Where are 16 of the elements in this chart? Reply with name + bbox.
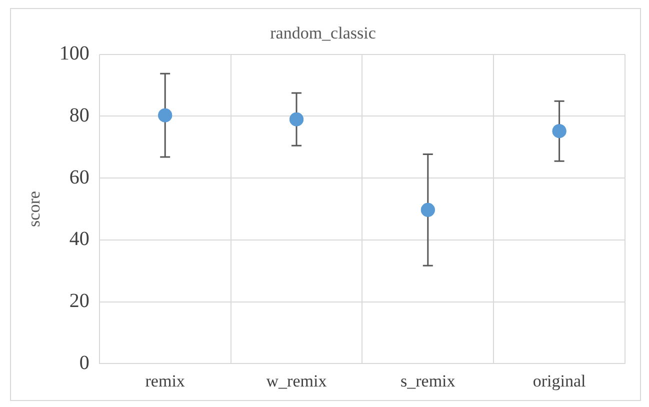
y-tick-label: 0	[79, 352, 90, 374]
x-tick-label: remix	[145, 371, 186, 390]
x-tick-label: w_remix	[266, 371, 328, 390]
point	[552, 124, 566, 138]
chart-title: random_classic	[270, 24, 376, 43]
y-axis-title: score	[24, 191, 44, 227]
point	[290, 112, 304, 126]
x-tick-label: s_remix	[400, 371, 456, 390]
y-tick-label: 40	[69, 228, 90, 250]
x-tick-label: original	[532, 371, 586, 390]
point	[158, 108, 172, 122]
y-tick-label: 20	[69, 290, 90, 312]
point	[420, 202, 435, 217]
y-tick-label: 60	[69, 166, 90, 188]
y-tick-label: 100	[59, 42, 90, 65]
y-tick-label: 80	[69, 104, 90, 126]
